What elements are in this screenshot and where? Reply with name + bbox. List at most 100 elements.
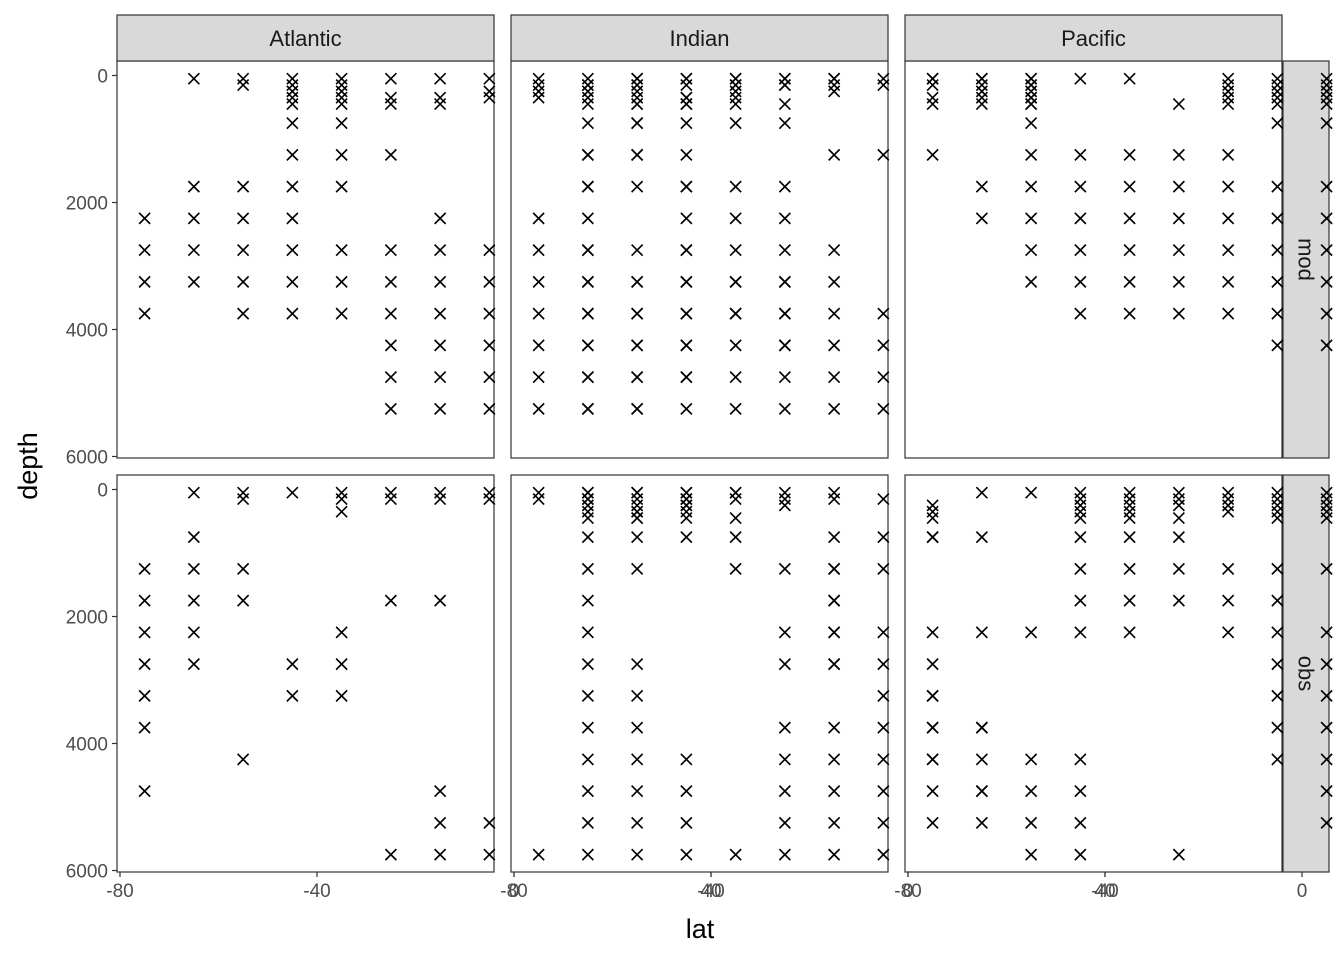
points-indian-obs: [581, 486, 1038, 861]
data-point: [1025, 626, 1038, 639]
data-point: [138, 275, 151, 288]
data-point: [680, 275, 693, 288]
data-point: [1320, 785, 1333, 798]
data-point: [483, 816, 496, 829]
data-point: [778, 339, 791, 352]
data-point: [581, 244, 594, 257]
data-point: [631, 562, 644, 575]
data-point: [631, 339, 644, 352]
data-point: [1271, 721, 1284, 734]
data-point: [1320, 212, 1333, 225]
strip-label-indian: Indian: [670, 26, 730, 51]
data-point: [680, 98, 693, 111]
x-tick-label-pacific-0: 0: [1297, 881, 1308, 902]
data-point: [778, 307, 791, 320]
data-point: [828, 148, 841, 161]
data-point: [581, 658, 594, 671]
data-point: [926, 721, 939, 734]
points-pacific-mod: [926, 72, 1333, 352]
data-point: [434, 212, 447, 225]
data-point: [877, 371, 890, 384]
data-point: [237, 492, 250, 506]
data-point: [1222, 148, 1235, 161]
data-point: [237, 594, 250, 607]
data-point: [1123, 244, 1136, 257]
data-point: [1271, 658, 1284, 671]
y-tick-label-obs-0: 0: [97, 481, 108, 502]
data-point: [877, 339, 890, 352]
data-point: [729, 212, 742, 225]
data-point: [1025, 848, 1038, 861]
data-point: [434, 816, 447, 829]
data-point: [1172, 212, 1185, 225]
data-point: [286, 307, 299, 320]
data-point: [975, 785, 988, 798]
data-point: [680, 512, 693, 525]
data-point: [237, 753, 250, 766]
data-point: [1271, 117, 1284, 130]
panel-pacific-mod: [904, 60, 1283, 459]
data-point: [1172, 244, 1185, 257]
data-point: [778, 499, 791, 512]
data-point: [631, 689, 644, 702]
data-point: [877, 721, 890, 734]
data-point: [975, 626, 988, 639]
data-point: [729, 562, 742, 575]
data-point: [1222, 505, 1235, 518]
data-point: [1271, 180, 1284, 193]
data-point: [778, 402, 791, 415]
data-point: [729, 848, 742, 861]
data-point: [384, 848, 397, 861]
data-point: [483, 91, 496, 104]
data-point: [1271, 626, 1284, 639]
data-point: [631, 98, 644, 111]
data-point: [581, 785, 594, 798]
y-axis-title: depth: [13, 432, 43, 500]
data-point: [434, 72, 447, 85]
data-point: [926, 753, 939, 766]
data-point: [1074, 626, 1087, 639]
data-point: [1074, 848, 1087, 861]
data-point: [778, 244, 791, 257]
x-tick-label-atlantic-0: 0: [509, 881, 520, 902]
data-point: [483, 848, 496, 861]
data-point: [434, 848, 447, 861]
data-point: [286, 275, 299, 288]
data-point: [532, 275, 545, 288]
data-point: [483, 72, 496, 85]
data-point: [1074, 785, 1087, 798]
x-axis-title: lat: [686, 914, 715, 944]
data-point: [532, 91, 545, 104]
data-point: [828, 275, 841, 288]
data-point: [1320, 562, 1333, 575]
data-point: [631, 531, 644, 544]
data-point: [335, 275, 348, 288]
x-tick-label-indian-0: 0: [903, 881, 914, 902]
data-point: [581, 402, 594, 415]
x-tick-label-atlantic--40: -40: [303, 881, 330, 902]
data-point: [581, 117, 594, 130]
data-point: [828, 402, 841, 415]
data-point: [384, 72, 397, 85]
data-point: [778, 117, 791, 130]
data-point: [680, 531, 693, 544]
x-tick-label-indian--40: -40: [697, 881, 724, 902]
data-point: [286, 148, 299, 161]
data-point: [286, 658, 299, 671]
data-point: [1320, 339, 1333, 352]
data-point: [532, 402, 545, 415]
data-point: [1025, 275, 1038, 288]
data-point: [1025, 816, 1038, 829]
data-point: [1074, 816, 1087, 829]
data-point: [680, 753, 693, 766]
data-point: [187, 486, 200, 499]
data-point: [1074, 594, 1087, 607]
data-point: [187, 626, 200, 639]
data-point: [483, 307, 496, 320]
data-point: [335, 307, 348, 320]
data-point: [1074, 753, 1087, 766]
data-point: [335, 626, 348, 639]
data-point: [1172, 499, 1185, 512]
data-point: [1074, 275, 1087, 288]
data-point: [335, 98, 348, 111]
